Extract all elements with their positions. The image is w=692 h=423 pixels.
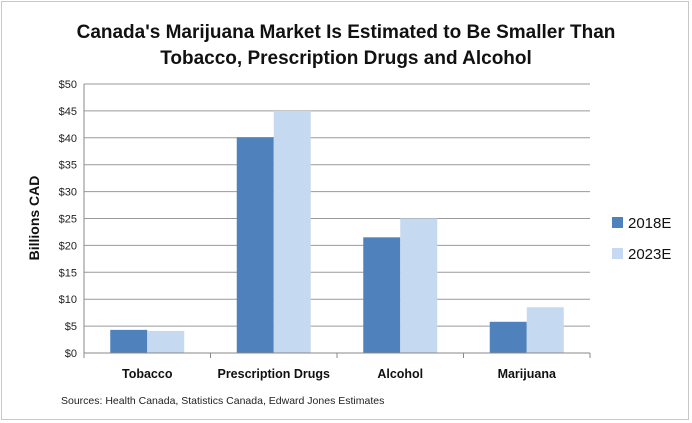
- y-tick-label: $10: [59, 294, 77, 306]
- y-tick-label: $25: [59, 214, 77, 226]
- legend-swatch: [612, 248, 623, 259]
- bar-2018E-prescription-drugs: [236, 137, 274, 353]
- y-tick-label: $45: [59, 106, 77, 118]
- legend-label: 2023E: [628, 246, 671, 263]
- gridlines: [84, 83, 590, 327]
- y-tick-label: $20: [59, 240, 77, 252]
- chart-title-line2: Tobacco, Prescription Drugs and Alcohol: [160, 48, 532, 69]
- bar-2023E-prescription-drugs: [273, 110, 311, 354]
- bar-2018E-alcohol: [363, 237, 401, 353]
- y-axis-label: Billions CAD: [26, 176, 42, 261]
- y-tick-label: $30: [59, 187, 77, 199]
- bars: [110, 110, 564, 354]
- category-label: Prescription Drugs: [217, 367, 330, 381]
- chart-title-line1: Canada's Marijuana Market Is Estimated t…: [76, 22, 616, 43]
- bar-2023E-alcohol: [400, 218, 438, 353]
- legend-swatch: [612, 217, 623, 228]
- y-tick-label: $40: [59, 133, 77, 145]
- category-label: Alcohol: [377, 367, 423, 381]
- axes: [83, 84, 591, 358]
- chart-title: Canada's Marijuana Market Is Estimated t…: [0, 20, 692, 72]
- legend: 2018E 2023E: [612, 215, 671, 263]
- y-tick-labels: $0 $5 $10 $15 $20 $25 $30 $35 $40 $45 $50: [59, 79, 77, 360]
- category-label: Tobacco: [122, 367, 173, 381]
- bar-2018E-marijuana: [489, 321, 527, 353]
- y-tick-label: $35: [59, 160, 77, 172]
- y-tick-label: $0: [65, 348, 77, 360]
- y-tick-label: $5: [65, 321, 77, 333]
- bar-2023E-marijuana: [526, 307, 564, 353]
- bar-2023E-tobacco: [147, 330, 185, 353]
- y-tick-label: $50: [59, 79, 77, 91]
- bar-2018E-tobacco: [110, 329, 148, 353]
- category-label: Marijuana: [498, 367, 557, 381]
- source-note: Sources: Health Canada, Statistics Canad…: [61, 395, 385, 407]
- y-tick-label: $15: [59, 267, 77, 279]
- category-labels: Tobacco Prescription Drugs Alcohol Marijuan…: [122, 367, 557, 381]
- legend-label: 2018E: [628, 215, 671, 232]
